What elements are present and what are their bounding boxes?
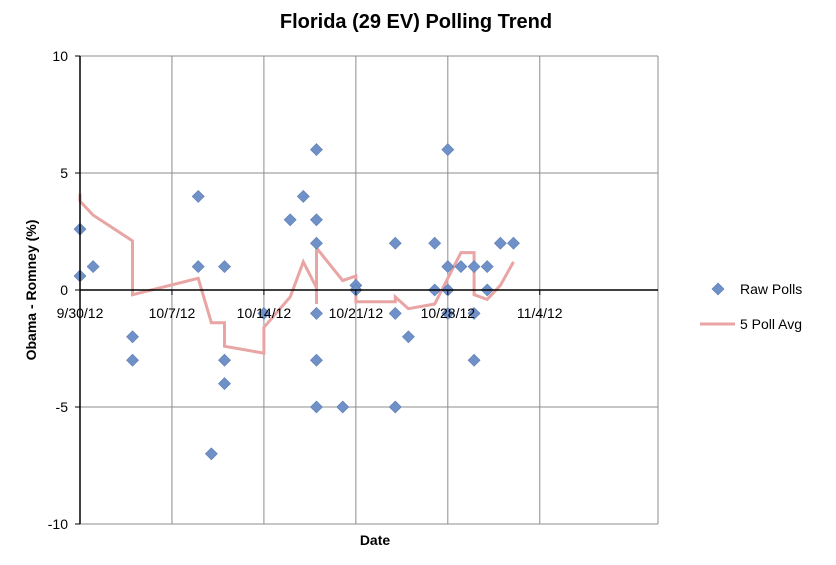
raw-poll-point — [218, 377, 231, 391]
y-axis-label: Obama - Romney (%) — [23, 220, 39, 361]
avg-line — [78, 194, 515, 355]
raw-poll-point — [493, 236, 507, 250]
raw-poll-point — [467, 306, 481, 320]
raw-polls-layer — [73, 143, 520, 461]
legend-raw-marker — [711, 282, 725, 296]
raw-poll-point — [310, 306, 323, 320]
raw-poll-point — [204, 447, 218, 461]
raw-poll-point — [126, 353, 139, 367]
legend-avg-label: 5 Poll Avg — [740, 316, 802, 332]
axes — [75, 55, 658, 525]
raw-poll-point — [218, 353, 231, 367]
raw-poll-point — [401, 330, 415, 344]
raw-poll-point — [441, 143, 455, 157]
raw-poll-point — [336, 400, 350, 414]
y-tick-label: 5 — [60, 165, 68, 181]
x-tick-label: 10/28/12 — [421, 305, 476, 321]
raw-poll-point — [86, 260, 100, 274]
y-tick-labels: -10 -5 0 5 10 — [48, 48, 68, 532]
raw-poll-point — [467, 260, 481, 274]
raw-poll-point — [218, 260, 231, 274]
x-tick-label: 10/7/12 — [149, 305, 196, 321]
raw-poll-point — [428, 236, 442, 250]
raw-poll-point — [507, 236, 520, 250]
chart-title: Florida (29 EV) Polling Trend — [280, 11, 552, 33]
raw-poll-point — [126, 330, 139, 344]
raw-poll-point — [441, 306, 455, 320]
raw-poll-point — [296, 189, 310, 203]
avg-line-layer — [78, 194, 515, 355]
x-tick-label: 11/4/12 — [517, 305, 563, 321]
x-tick-label: 10/14/12 — [237, 305, 292, 321]
y-tick-label: 10 — [52, 48, 68, 64]
x-tick-labels: 9/30/12 10/7/12 10/14/12 10/21/12 10/28/12 11… — [57, 305, 563, 321]
raw-poll-point — [257, 306, 271, 320]
x-tick-label: 10/21/12 — [329, 305, 384, 321]
y-tick-label: -10 — [48, 516, 68, 532]
raw-poll-point — [310, 400, 323, 414]
x-tick-label: 9/30/12 — [57, 305, 104, 321]
raw-poll-point — [310, 213, 323, 227]
raw-poll-point — [388, 306, 402, 320]
raw-poll-point — [441, 260, 455, 274]
raw-poll-point — [310, 143, 323, 157]
legend: Raw Polls 5 Poll Avg — [700, 281, 802, 332]
raw-poll-point — [467, 353, 481, 367]
y-tick-label: -5 — [56, 399, 69, 415]
raw-poll-point — [191, 189, 205, 203]
raw-poll-point — [283, 213, 297, 227]
raw-poll-point — [388, 236, 402, 250]
raw-poll-point — [388, 400, 402, 414]
raw-poll-point — [310, 236, 323, 250]
legend-raw-label: Raw Polls — [740, 281, 802, 297]
raw-poll-point — [480, 260, 494, 274]
raw-poll-point — [454, 260, 468, 274]
x-axis-label: Date — [360, 532, 391, 548]
raw-poll-point — [191, 260, 205, 274]
raw-poll-point — [310, 353, 323, 367]
y-tick-label: 0 — [60, 282, 68, 298]
